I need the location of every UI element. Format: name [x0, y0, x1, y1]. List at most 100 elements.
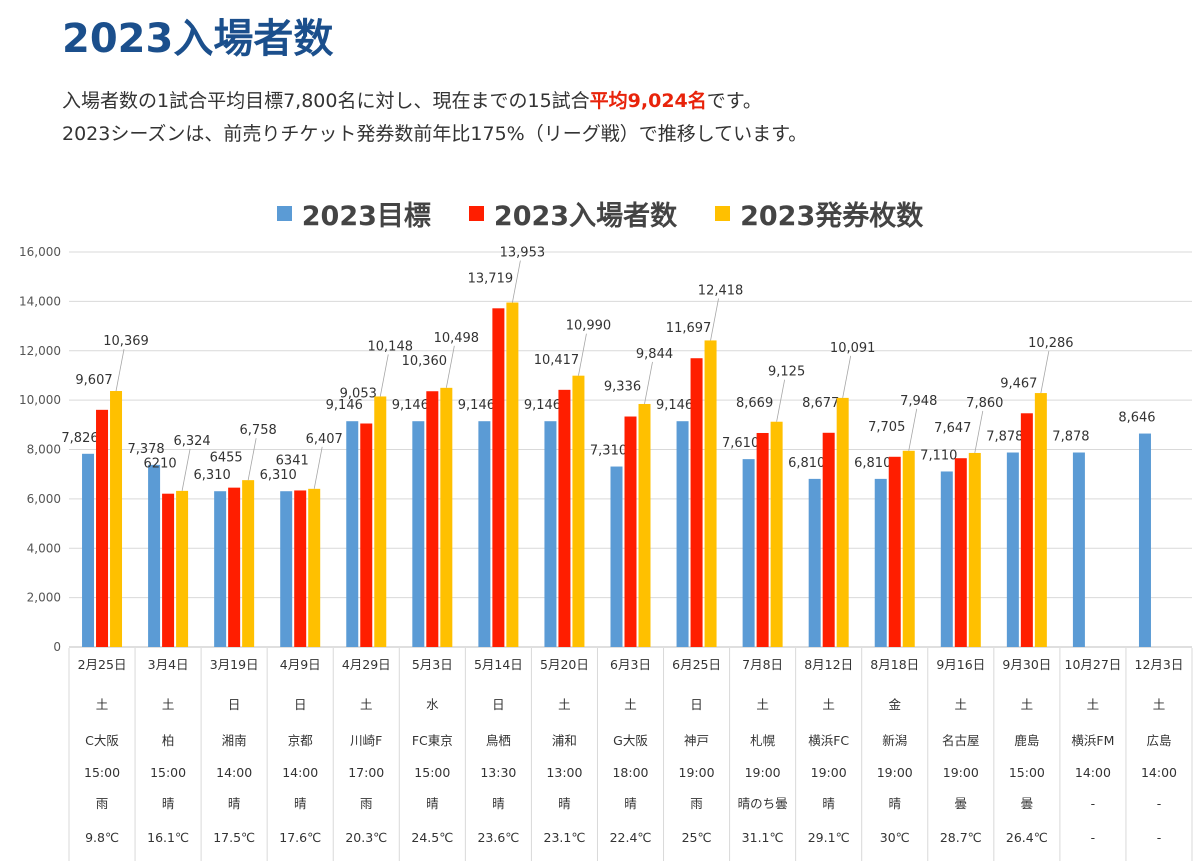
- category-weather: 雨: [690, 796, 703, 811]
- legend-swatch-target: [276, 206, 292, 221]
- category-kickoff: 13:00: [546, 765, 582, 780]
- category-weekday: 土: [822, 697, 835, 712]
- category-weather: 晴: [624, 796, 637, 811]
- y-tick-label: 2,000: [27, 591, 61, 605]
- category-date: 4月29日: [342, 657, 391, 672]
- bar-attendance: [954, 458, 967, 647]
- data-label-tickets: 10,369: [103, 334, 149, 349]
- category-date: 8月18日: [870, 657, 919, 672]
- data-label-attendance: 6455: [210, 451, 243, 466]
- data-label-attendance: 8,669: [736, 396, 773, 411]
- category-temperature: 17.5℃: [213, 830, 255, 845]
- bar-target: [874, 478, 887, 647]
- data-label-leader: [974, 410, 984, 454]
- bar-attendance: [888, 456, 901, 647]
- data-label-target: 6,310: [260, 468, 297, 483]
- y-tick-label: 6,000: [27, 492, 61, 506]
- legend-swatch-tickets: [715, 206, 731, 221]
- category-temperature: 25℃: [682, 830, 712, 845]
- category-weekday: 土: [756, 697, 769, 712]
- category-weekday: 土: [558, 697, 571, 712]
- bar-tickets: [308, 488, 321, 647]
- category-weather: 晴: [294, 796, 307, 811]
- bar-target: [808, 478, 821, 647]
- category-kickoff: 19:00: [679, 765, 715, 780]
- legend-swatch-attendance: [468, 206, 484, 221]
- category-temperature: 28.7℃: [940, 830, 982, 845]
- data-label-target: 7,878: [1052, 430, 1089, 445]
- bar-attendance: [558, 389, 571, 647]
- data-label-attendance: 9,336: [604, 380, 641, 395]
- category-weather: 雨: [360, 796, 373, 811]
- data-label-tickets: 10,148: [368, 339, 414, 354]
- bar-tickets: [374, 396, 387, 647]
- category-opponent: 神戸: [684, 733, 709, 748]
- category-date: 9月16日: [936, 657, 985, 672]
- bar-tickets: [176, 490, 189, 647]
- data-label-target: 6,810: [854, 456, 891, 471]
- data-label-target: 6,810: [788, 456, 825, 471]
- y-tick-label: 10,000: [19, 393, 61, 407]
- legend-label-tickets: 2023発券枚数: [740, 201, 924, 232]
- data-label-tickets: 9,844: [636, 347, 673, 362]
- category-date: 8月12日: [804, 657, 853, 672]
- bar-attendance: [426, 391, 439, 647]
- data-label-leader: [181, 448, 191, 491]
- bar-target: [742, 459, 755, 647]
- category-opponent: 札幌: [750, 733, 776, 748]
- data-label-leader: [511, 260, 521, 303]
- data-label-attendance: 7,705: [868, 420, 905, 435]
- bar-target: [1138, 433, 1151, 647]
- bar-target: [280, 491, 293, 647]
- data-label-leader: [908, 408, 918, 451]
- data-label-attendance: 8,677: [802, 396, 839, 411]
- bar-attendance: [624, 416, 637, 647]
- bar-target: [1006, 452, 1019, 647]
- data-label-target: 9,146: [524, 398, 561, 413]
- bar-tickets: [1034, 393, 1047, 647]
- category-weekday: 日: [294, 697, 307, 712]
- data-label-target: 7,826: [61, 431, 98, 446]
- category-temperature: 23.1℃: [544, 830, 586, 845]
- data-label-attendance: 9,053: [340, 387, 377, 402]
- data-label-tickets: 7,860: [966, 396, 1003, 411]
- data-label-leader: [247, 438, 257, 481]
- data-label-target: 7,378: [127, 442, 164, 457]
- data-label-leader: [1040, 350, 1050, 394]
- category-kickoff: 17:00: [348, 765, 384, 780]
- category-temperature: 23.6℃: [477, 830, 519, 845]
- bar-target: [478, 421, 491, 647]
- category-weekday: 金: [888, 697, 901, 712]
- bar-tickets: [638, 403, 651, 647]
- data-label-leader: [115, 348, 125, 392]
- data-label-attendance: 7,647: [934, 421, 971, 436]
- bar-target: [412, 421, 425, 647]
- legend-label-target: 2023目標: [301, 201, 431, 232]
- category-opponent: 川崎F: [350, 733, 382, 748]
- category-kickoff: 14:00: [282, 765, 318, 780]
- data-label-target: 7,610: [722, 436, 759, 451]
- category-weather: -: [1091, 796, 1096, 811]
- bar-target: [214, 491, 227, 647]
- bar-attendance: [162, 493, 175, 647]
- category-temperature: 17.6℃: [279, 830, 321, 845]
- category-date: 5月3日: [412, 657, 453, 672]
- data-label-target: 8,646: [1118, 411, 1155, 426]
- category-weekday: 土: [955, 697, 968, 712]
- category-temperature: 30℃: [880, 830, 910, 845]
- category-kickoff: 15:00: [150, 765, 186, 780]
- category-weekday: 土: [360, 697, 373, 712]
- data-label-tickets: 10,498: [434, 331, 480, 346]
- data-label-target: 9,146: [326, 398, 363, 413]
- category-weekday: 土: [624, 697, 637, 712]
- category-temperature: 22.4℃: [610, 830, 652, 845]
- category-date: 3月4日: [148, 657, 189, 672]
- bar-attendance: [228, 487, 241, 647]
- bar-tickets: [440, 387, 453, 647]
- category-kickoff: 15:00: [1009, 765, 1045, 780]
- data-label-attendance: 10,360: [402, 354, 448, 369]
- category-kickoff: 13:30: [480, 765, 516, 780]
- category-opponent: FC東京: [412, 733, 453, 748]
- summary-text-after: です。: [706, 90, 762, 112]
- data-label-tickets: 6,758: [240, 423, 277, 438]
